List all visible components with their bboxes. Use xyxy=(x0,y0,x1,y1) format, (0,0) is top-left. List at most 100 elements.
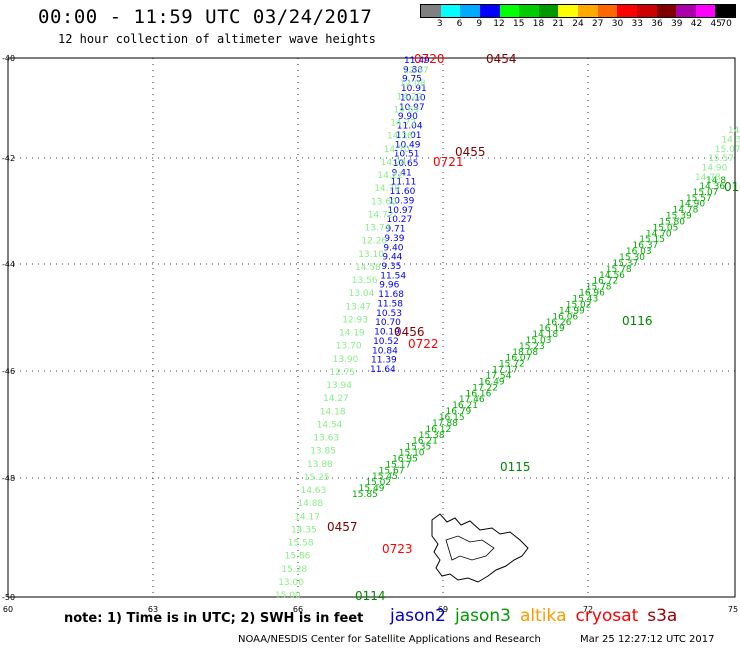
jason2-track-label: 9.96 xyxy=(379,281,399,291)
jason2-cyclone-label: 14.18 xyxy=(320,407,346,417)
jason2-cyclone-label: 14.27 xyxy=(323,394,349,404)
jason2-cyclone-label: 14.72 xyxy=(390,119,416,129)
jason2-cyclone-label: 13.74 xyxy=(365,224,391,234)
time-marker: 0723 xyxy=(382,542,413,556)
jason2-track-label: 9.88 xyxy=(403,65,423,75)
jason2-track-label: 10.51 xyxy=(394,150,420,160)
map-frame xyxy=(7,57,736,598)
jason2-track-label: 10.39 xyxy=(389,196,415,206)
jason2-cyclone-label: 14.35 xyxy=(291,525,317,535)
jason3-track-label: 16.03 xyxy=(626,247,652,257)
jason2-cyclone-label: 12.75 xyxy=(329,368,355,378)
jason3-track-label: 15.45 xyxy=(372,472,398,482)
jason2-cyclone-label: 14.70 xyxy=(384,145,410,155)
satellite-legend-item: altika xyxy=(520,606,567,626)
color-scale-swatch xyxy=(715,5,735,17)
jason2-cyclone-label: 14.17 xyxy=(294,512,320,522)
color-scale-swatch xyxy=(597,5,618,17)
jason2-cyclone-label: 12.08 xyxy=(400,79,426,89)
jason3-track-label: 15.02 xyxy=(566,300,592,310)
lat-label: -40 xyxy=(2,54,15,63)
jason2-track-label: 10.70 xyxy=(375,318,401,328)
jason3-track-label: 15.23 xyxy=(519,342,545,352)
jason3-track-label: 15.39 xyxy=(666,212,692,222)
jason2-cyclone-label: 14.54 xyxy=(317,420,343,430)
jason2-cyclone-label: 12.26 xyxy=(361,237,387,247)
jason2-track-label: 10.91 xyxy=(401,84,427,94)
jason3-track-label: 16.26 xyxy=(546,318,572,328)
time-marker: 0116 xyxy=(622,314,653,328)
jason2-cyclone-label: 15.86 xyxy=(285,552,311,562)
jason3-track-label: 14.18 xyxy=(532,330,558,340)
jason3-track-label: 15.38 xyxy=(419,431,445,441)
jason2-cyclone-label: 13.63 xyxy=(313,434,339,444)
jason3-track-label: 16.49 xyxy=(479,377,505,387)
lon-label: 69 xyxy=(438,605,448,614)
jason3-track-label: 14.8 xyxy=(706,176,726,186)
jason2-track-label: 9.44 xyxy=(382,253,402,263)
color-scale-tick: 70 xyxy=(720,19,732,29)
jason2-track-label: 10.19 xyxy=(374,328,400,338)
jason2-cyclone-label: 12.57 xyxy=(403,66,429,76)
color-scale-tick: 9 xyxy=(476,19,483,29)
color-scale-swatch xyxy=(558,5,578,17)
lat-label: -48 xyxy=(2,474,15,483)
credit-text: NOAA/NESDIS Center for Satellite Applica… xyxy=(238,634,541,645)
jason3-track-label: 17.22 xyxy=(472,383,498,393)
jason3-track-label: 16.15 xyxy=(439,413,465,423)
jason2-cyclone-label: 13.94 xyxy=(326,381,352,391)
jason3-track-label: 18.08 xyxy=(512,348,538,358)
jason2-cyclone-label: 14.36 xyxy=(387,132,413,142)
jason3-track-label: 15.57 xyxy=(708,154,734,164)
jason3-track-label: 14.78 xyxy=(695,173,721,183)
jason2-track-label: 11.01 xyxy=(396,131,422,141)
color-scale-swatch xyxy=(479,5,500,17)
lon-label: 75 xyxy=(728,605,738,614)
color-scale-swatch xyxy=(519,5,539,17)
island-outline xyxy=(431,513,529,583)
jason3-track-label: 16.19 xyxy=(539,324,565,334)
time-marker: 0455 xyxy=(455,145,486,159)
jason3-track-label: 14.36 xyxy=(721,135,740,145)
satellite-legend-item: jason3 xyxy=(455,606,511,626)
jason2-cyclone-label: 14.19 xyxy=(339,329,365,339)
color-scale-swatch xyxy=(676,5,696,17)
jason2-track-label: 11.11 xyxy=(391,178,417,188)
jason3-track-label: 14.99 xyxy=(559,306,585,316)
satellite-legend: jason2 jason3 altika cryosat s3a xyxy=(390,606,686,626)
color-scale-swatch xyxy=(538,5,559,17)
jason2-track-label: 10.97 xyxy=(399,103,425,113)
jason2-cyclone-label: 15.00 xyxy=(275,591,301,601)
jason3-track-label: 15.10 xyxy=(399,449,425,459)
time-marker: 0457 xyxy=(327,520,358,534)
color-scale-swatch xyxy=(656,5,677,17)
jason2-track-label: 9.40 xyxy=(383,243,403,253)
jason3-track-label: 15.37 xyxy=(612,259,638,269)
time-marker: 0454 xyxy=(486,52,517,66)
lat-label: -50 xyxy=(2,593,15,602)
jason3-track-label: 14.36 xyxy=(699,182,725,192)
jason3-track-label: 15.67 xyxy=(379,466,405,476)
jason3-track-label: 16.06 xyxy=(552,312,578,322)
jason2-track-label: 11.68 xyxy=(378,290,404,300)
lat-label: -46 xyxy=(2,367,15,376)
satellite-legend-item: jason2 xyxy=(390,606,446,626)
jason2-cyclone-label: 13.00 xyxy=(278,578,304,588)
jason2-cyclone-label: 14.88 xyxy=(297,499,323,509)
color-scale-swatch xyxy=(636,5,657,17)
jason2-cyclone-label: 13.56 xyxy=(352,276,378,286)
footer-note: note: 1) Time is in UTC; 2) SWH is in fe… xyxy=(64,611,364,626)
jason3-track-label: 16.07 xyxy=(506,354,532,364)
jason2-cyclone-label: 14.58 xyxy=(355,263,381,273)
color-scale-tick: 3 xyxy=(436,19,443,29)
jason2-cyclone-label: 14.69 xyxy=(393,105,419,115)
jason2-track-label: 11.04 xyxy=(397,122,423,132)
jason3-track-label: 15.49 xyxy=(359,484,385,494)
jason2-cyclone-label: 12.93 xyxy=(342,315,368,325)
color-scale-swatch xyxy=(695,5,716,17)
jason3-track-label: 17.46 xyxy=(459,395,485,405)
jason3-track-label: 16.72 xyxy=(592,277,618,287)
jason3-track-label: 14.90 xyxy=(679,200,705,210)
